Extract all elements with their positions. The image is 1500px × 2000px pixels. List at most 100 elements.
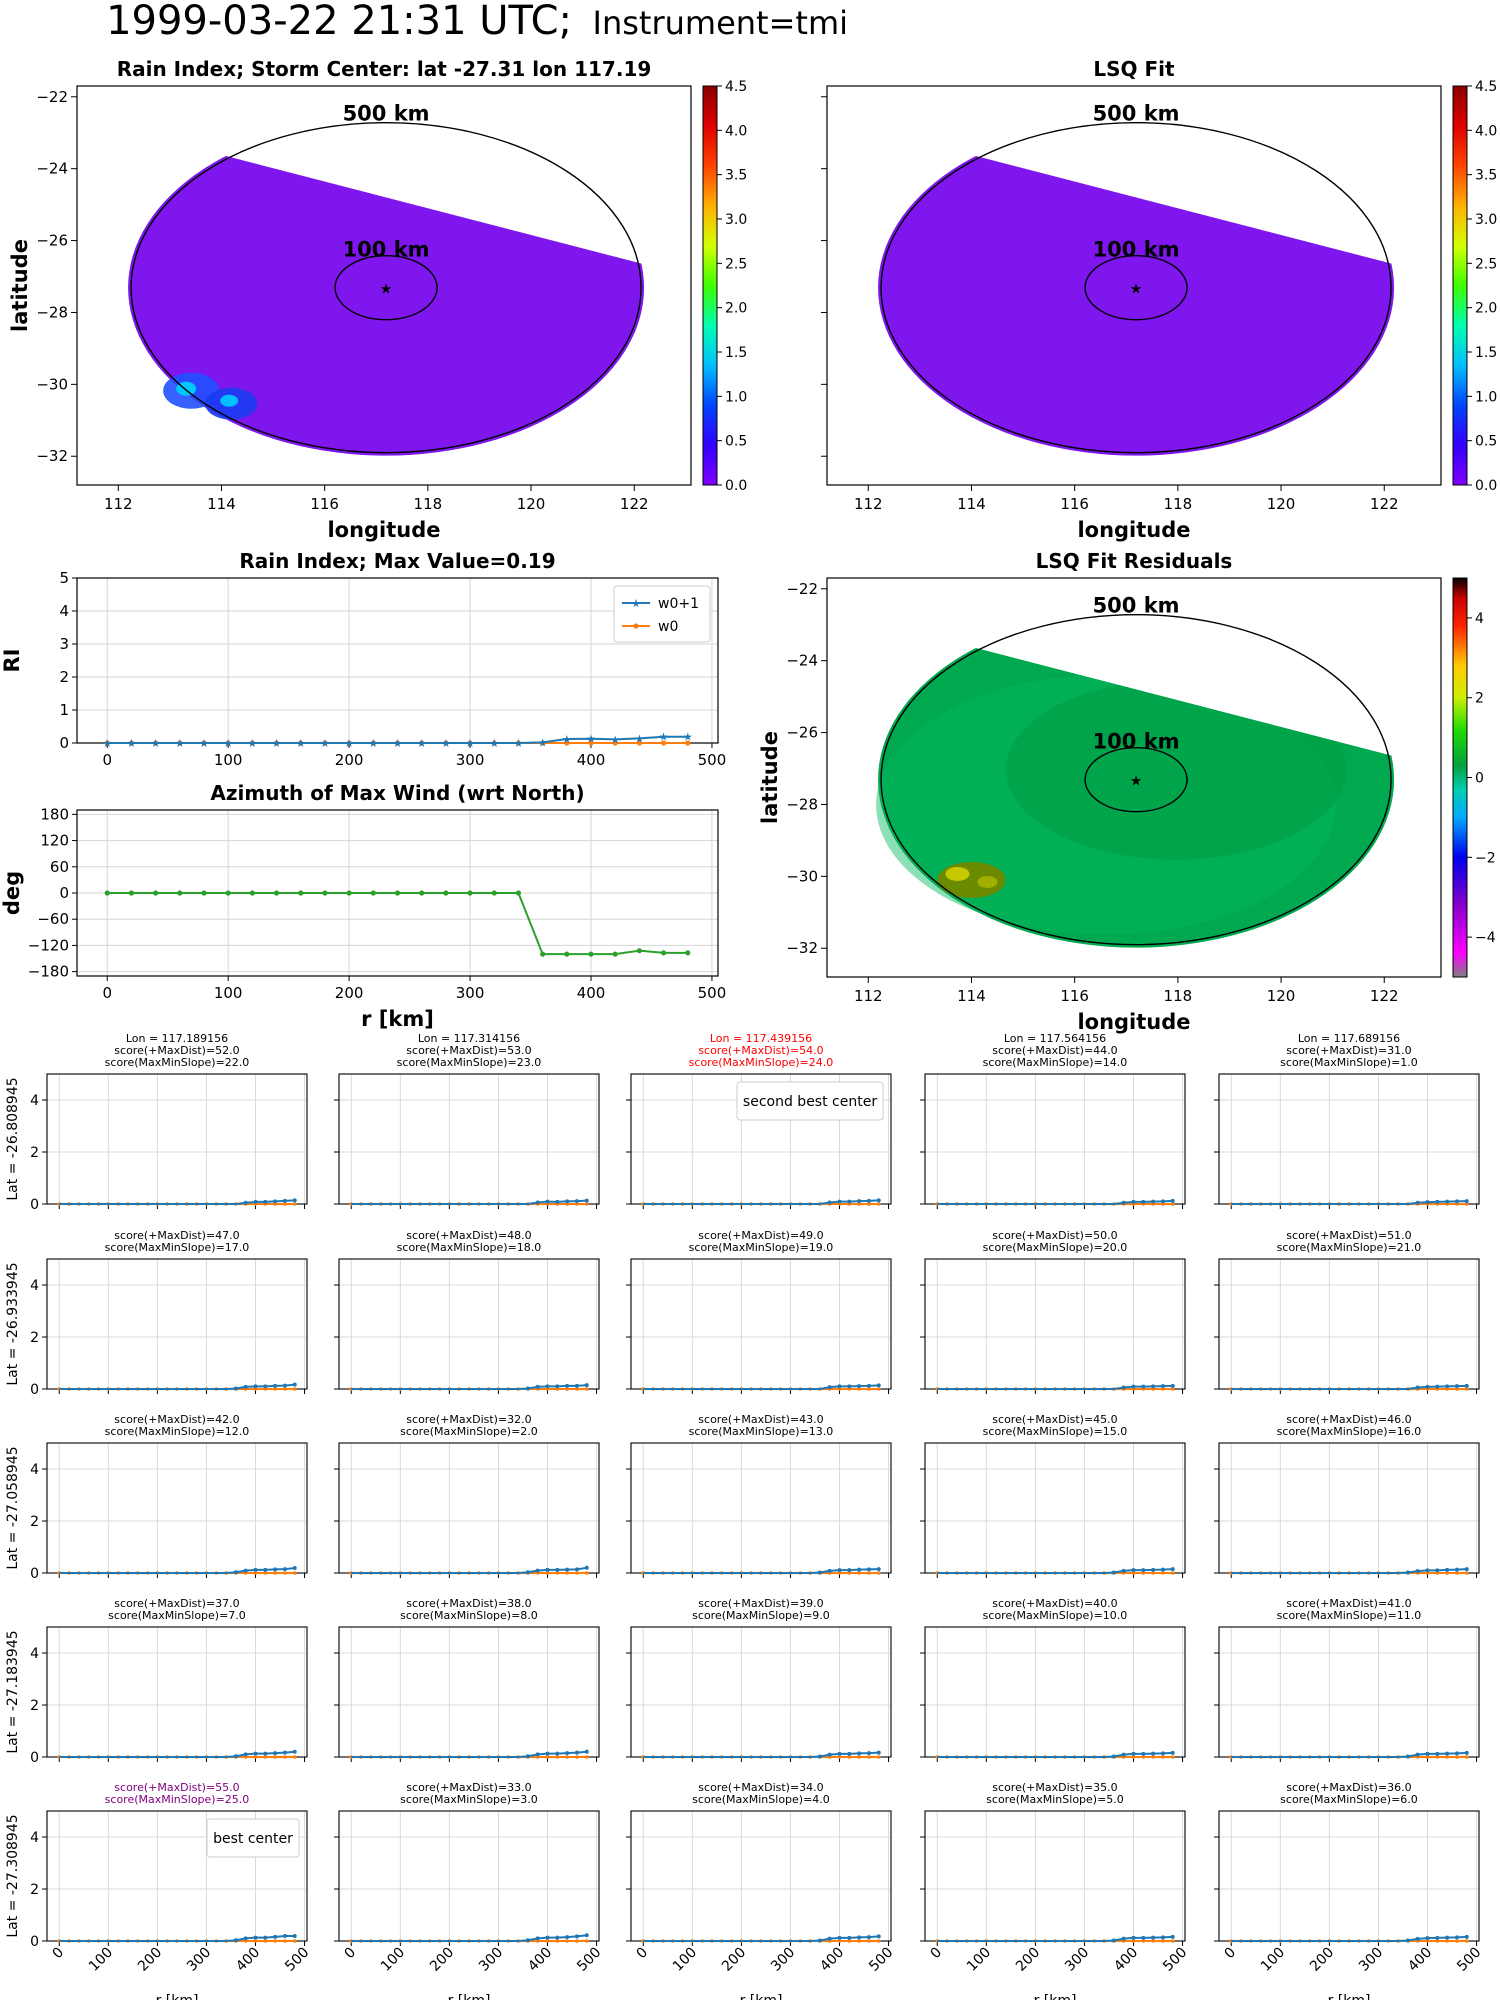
panel-frame [338, 1442, 600, 1574]
colorbar-tick-label: 0.0 [725, 478, 747, 494]
x-tick-label: 200 [335, 984, 364, 1002]
panel-title-line: score(MaxMinSlope)=10.0 [983, 1609, 1128, 1622]
colorbar-tick-label: 3.5 [1475, 168, 1497, 184]
data-point [491, 890, 497, 896]
data-point [1151, 1751, 1156, 1756]
data-point [588, 951, 594, 957]
ring-label-100km: 100 km [1093, 730, 1180, 754]
panel-title-line: score(MaxMinSlope)=24.0 [689, 1056, 834, 1069]
panel-title-line: score(+MaxDist)=40.0 [992, 1597, 1117, 1610]
data-point [525, 1570, 530, 1575]
data-point [876, 1750, 881, 1755]
panel-title-line: score(MaxMinSlope)=14.0 [983, 1056, 1128, 1069]
data-point [273, 1387, 277, 1391]
data-point [1121, 1752, 1126, 1757]
data-point [876, 1934, 881, 1939]
panel-xlabel: r [km] [1328, 1993, 1371, 2000]
colorbar-tick-label: 1.5 [1475, 345, 1497, 361]
data-point [1425, 1936, 1430, 1941]
x-tick-label: 120 [1267, 495, 1296, 513]
score-panel: score(+MaxDist)=49.0score(MaxMinSlope)=1… [626, 1229, 892, 1394]
panel-frame [46, 1442, 308, 1574]
map-xlabel: longitude [1077, 1010, 1190, 1034]
panel-frame [338, 1626, 600, 1758]
map-lsq_residual_map: LSQ Fit Residuals ★ 500 km 100 km 112 114 116 1… [758, 549, 1496, 1034]
map-rain_index_map: Rain Index; Storm Center: lat -27.31 lon… [8, 57, 747, 542]
y-tick-label: −32 [36, 447, 68, 465]
data-point: ★ [562, 733, 572, 746]
data-point [1151, 1935, 1156, 1940]
data-point [1141, 1755, 1146, 1759]
ring-100km [1084, 746, 1188, 813]
data-point [876, 1383, 881, 1388]
panel-title-line: score(+MaxDist)=43.0 [698, 1413, 823, 1426]
data-point [584, 1749, 589, 1754]
data-point [876, 1198, 881, 1203]
panel-title-line: score(+MaxDist)=36.0 [1286, 1781, 1411, 1794]
data-point [1131, 1755, 1136, 1759]
data-point [243, 1936, 248, 1941]
data-point [555, 1751, 560, 1756]
data-point [817, 1754, 822, 1759]
panel-title-line: score(MaxMinSlope)=11.0 [1277, 1609, 1422, 1622]
data-point [575, 1202, 579, 1206]
data-point [817, 1938, 822, 1943]
panel-title-line: score(MaxMinSlope)=21.0 [1277, 1241, 1422, 1254]
x-tick-label: 100 [378, 1945, 408, 1975]
panel-title-line: Lon = 117.564156 [1004, 1032, 1106, 1045]
data-point [555, 1755, 560, 1759]
data-point [1131, 1384, 1136, 1389]
y-tick-label: −26 [786, 724, 818, 742]
panel-title-line: score(MaxMinSlope)=5.0 [986, 1793, 1124, 1806]
score-panel: score(+MaxDist)=39.0score(MaxMinSlope)=9… [626, 1597, 892, 1762]
data-point: ★ [296, 737, 306, 750]
y-tick-label: 4 [30, 1462, 39, 1478]
data-point [866, 1567, 871, 1572]
data-point [1415, 1200, 1420, 1205]
ring-500km [880, 613, 1392, 946]
x-tick-label: 0 [633, 1945, 651, 1963]
score-panel: Lon = 117.564156score(+MaxDist)=44.0scor… [920, 1032, 1186, 1209]
data-point: ★ [417, 737, 427, 750]
panel-title-line: score(MaxMinSlope)=13.0 [689, 1425, 834, 1438]
y-tick-label: −30 [36, 375, 68, 393]
data-point [1160, 1935, 1165, 1940]
data-point [565, 1751, 570, 1756]
x-tick-label: 116 [310, 495, 339, 513]
data-point [1170, 1939, 1175, 1943]
data-point: ★ [247, 737, 257, 750]
data-point [253, 1939, 258, 1943]
data-point [837, 1199, 842, 1204]
data-point [1151, 1571, 1155, 1575]
data-point [263, 1199, 268, 1204]
data-point: ★ [320, 737, 330, 750]
data-point [1141, 1384, 1146, 1389]
colorbar-tick-label: 2 [1475, 691, 1484, 707]
x-tick-label: 0 [1221, 1945, 1239, 1963]
data-point [1151, 1755, 1155, 1759]
data-point [867, 1387, 871, 1391]
data-point [1435, 1568, 1440, 1573]
panel-frame [46, 1073, 308, 1205]
colorbar [1452, 85, 1468, 486]
data-point [545, 1755, 550, 1759]
panel-frame [1218, 1626, 1480, 1758]
data-point [1170, 1750, 1175, 1755]
data-point [273, 1939, 277, 1943]
y-tick-label: 0 [59, 884, 69, 902]
colorbar-tick-label: 4 [1475, 611, 1484, 627]
panel-frame [924, 1073, 1186, 1205]
data-point [867, 1755, 871, 1759]
colorbar-tick-label: 0.5 [725, 434, 747, 450]
data-point [292, 1382, 297, 1387]
data-point [1455, 1939, 1459, 1943]
panel-frame [1218, 1810, 1480, 1942]
data-point [612, 951, 618, 957]
data-point [1445, 1939, 1449, 1943]
data-point [1161, 1571, 1165, 1575]
data-point [847, 1935, 852, 1940]
data-point [253, 1751, 258, 1756]
data-point [555, 1199, 560, 1204]
score-panel: score(+MaxDist)=43.0score(MaxMinSlope)=1… [626, 1413, 892, 1578]
data-point [283, 1202, 287, 1206]
